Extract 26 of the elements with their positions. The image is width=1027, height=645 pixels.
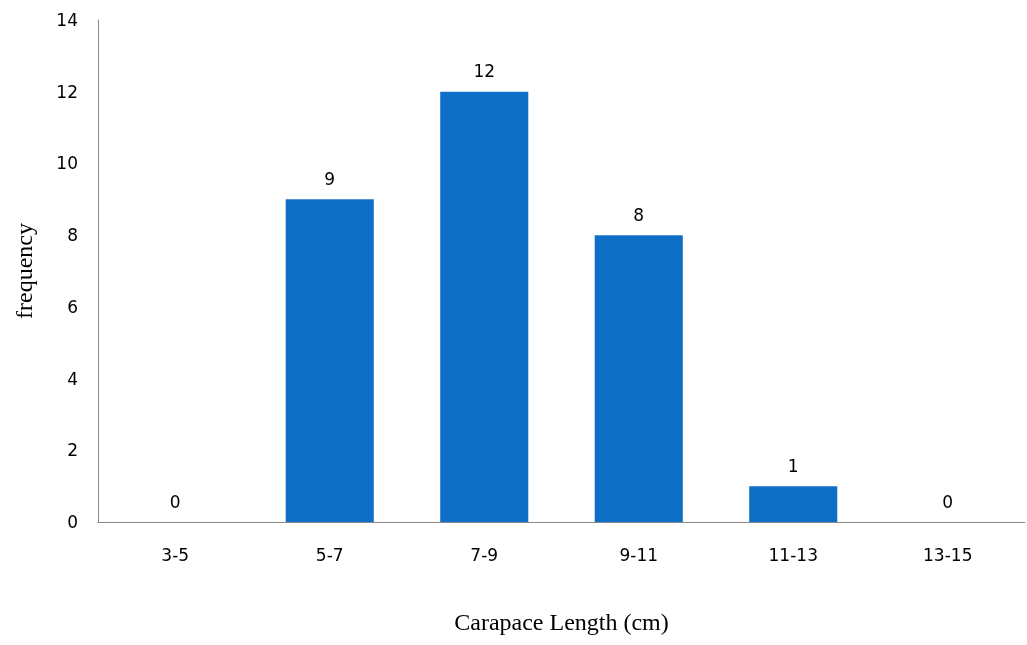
- x-tick-label: 7-9: [470, 544, 499, 565]
- x-tick-label: 3-5: [161, 544, 190, 565]
- x-tick-label: 9-11: [619, 544, 659, 565]
- data-label: 0: [942, 491, 954, 512]
- bar: [440, 91, 529, 522]
- x-tick-label: 13-15: [923, 544, 973, 565]
- x-tick-label: 11-13: [768, 544, 818, 565]
- y-tick-label: 4: [67, 368, 78, 389]
- data-label: 9: [324, 168, 336, 189]
- x-axis-title: Carapace Length (cm): [454, 609, 669, 635]
- y-tick-label: 14: [56, 10, 78, 30]
- y-tick-label: 0: [67, 512, 78, 532]
- y-tick-label: 6: [67, 296, 78, 317]
- y-tick-label: 2: [67, 440, 78, 461]
- data-label: 12: [473, 61, 496, 82]
- y-tick-label: 12: [56, 81, 78, 102]
- bar: [285, 199, 374, 522]
- bar: [749, 486, 838, 522]
- y-tick-label: 10: [56, 153, 78, 174]
- bar: [594, 235, 683, 522]
- data-label: 8: [633, 204, 645, 225]
- x-tick-label: 5-7: [315, 544, 344, 565]
- y-axis-title: frequency: [11, 223, 37, 319]
- y-tick-label: 8: [67, 225, 78, 246]
- data-label: 1: [787, 455, 799, 476]
- data-label: 0: [169, 491, 181, 512]
